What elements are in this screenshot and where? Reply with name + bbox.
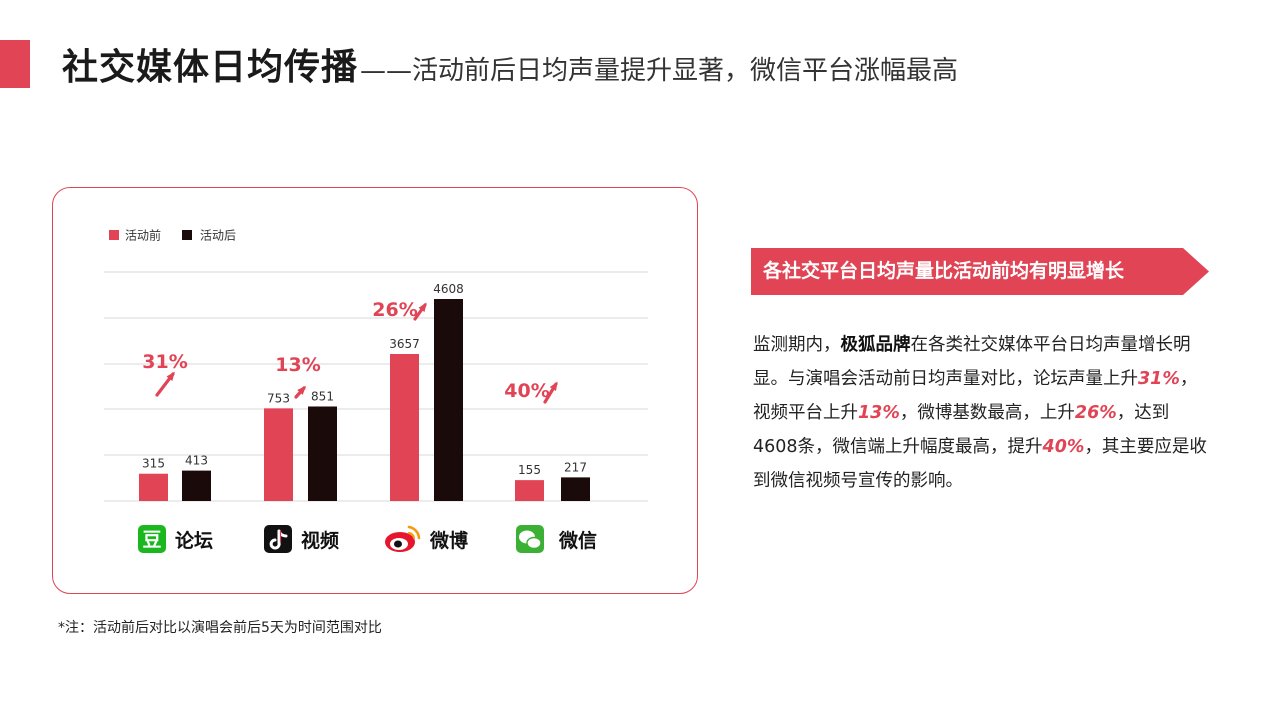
legend-label: 活动后 — [200, 229, 236, 243]
page-title-main: 社交媒体日均传播 — [62, 47, 359, 88]
bar — [264, 408, 293, 501]
page-title: 社交媒体日均传播 ——活动前后日均声量提升显著，微信平台涨幅最高 — [62, 38, 958, 90]
legend-swatch — [109, 230, 119, 240]
wechat-icon — [516, 525, 544, 553]
growth-arrow-head — [297, 385, 306, 395]
wechat-icon-bubble — [526, 536, 542, 550]
desc-brand: 极狐品牌 — [840, 335, 911, 355]
weibo-icon-eye — [394, 540, 402, 548]
bar — [308, 406, 337, 501]
bar-value-label: 217 — [564, 460, 587, 474]
douban-icon: 豆 — [138, 525, 166, 553]
bar — [390, 354, 419, 501]
bar — [182, 470, 211, 501]
desc-pct-weibo: 26% — [1074, 403, 1117, 423]
page-title-sub: ——活动前后日均声量提升显著，微信平台涨幅最高 — [360, 56, 959, 86]
desc-part: ，其主要应是收到微信视频号宣传的影响。 — [753, 437, 1207, 491]
desc-part: ，达到4608条，微信端上升幅度最高，提升 — [753, 403, 1170, 457]
growth-percent-label: 40% — [504, 380, 549, 402]
bar-value-label: 413 — [185, 454, 208, 468]
desc-pct-forum: 31% — [1138, 369, 1180, 389]
banner-arrow-shape — [751, 248, 1209, 295]
desc-pct-video: 13% — [858, 403, 900, 423]
category-label: 视频 — [301, 529, 339, 552]
douyin-icon-note — [269, 529, 288, 550]
desc-part: ，微博基数最高，上升 — [899, 403, 1075, 423]
bar — [139, 473, 168, 501]
growth-arrow-head — [166, 371, 175, 381]
category-label: 论坛 — [175, 529, 213, 552]
desc-pct-wechat: 40% — [1042, 437, 1085, 457]
category-label: 微博 — [429, 529, 468, 552]
growth-percent-label: 26% — [372, 299, 417, 321]
desc-part: ，视频平台上升 — [753, 369, 1198, 423]
growth-arrow-head — [418, 302, 427, 312]
legend-swatch — [182, 230, 192, 240]
weibo-icon-wave — [407, 525, 421, 540]
weibo-icon-wave — [407, 531, 416, 540]
douyin-icon — [264, 525, 292, 553]
growth-percent-label: 13% — [275, 354, 320, 376]
title-accent-bar — [0, 40, 30, 88]
bar-chart: 活动前 活动后 315 413 753 851 3657 4608 155 217 31% 13% 26… — [104, 228, 648, 553]
bar-value-label: 4608 — [433, 282, 464, 296]
bar-value-label: 851 — [311, 390, 334, 404]
desc-part: 在各类社交媒体平台日均声量增长明显。与演唱会活动前日均声量对比，论坛声量上升 — [753, 335, 1191, 389]
category-label: 微信 — [558, 529, 597, 552]
weibo-icon — [385, 525, 421, 552]
bar-value-label: 315 — [142, 457, 165, 471]
douban-icon-bg — [138, 525, 166, 553]
bar-value-label: 3657 — [389, 337, 420, 351]
footnote: *注：活动前后对比以演唱会前后5天为时间范围对比 — [58, 620, 382, 636]
bar-value-label: 753 — [267, 391, 290, 405]
bar — [561, 477, 590, 501]
growth-arrow-head — [549, 381, 558, 391]
growth-percent-label: 31% — [142, 351, 187, 373]
douban-icon-glyph: 豆 — [142, 529, 161, 551]
bar-value-label: 155 — [518, 463, 541, 477]
bar — [434, 299, 463, 501]
desc-part: 监测期内， — [753, 335, 841, 355]
banner-text: 各社交平台日均声量比活动前均有明显增长 — [763, 260, 1125, 282]
bar — [515, 480, 544, 501]
highlight-banner: 各社交平台日均声量比活动前均有明显增长 — [751, 248, 1209, 295]
description-text: 监测期内，极狐品牌在各类社交媒体平台日均声量增长明显。与演唱会活动前日均声量对比… — [753, 328, 1209, 498]
chart-card: 活动前 活动后 315 413 753 851 3657 4608 155 217 31% 13% 26… — [52, 187, 698, 594]
legend-label: 活动前 — [125, 228, 161, 243]
